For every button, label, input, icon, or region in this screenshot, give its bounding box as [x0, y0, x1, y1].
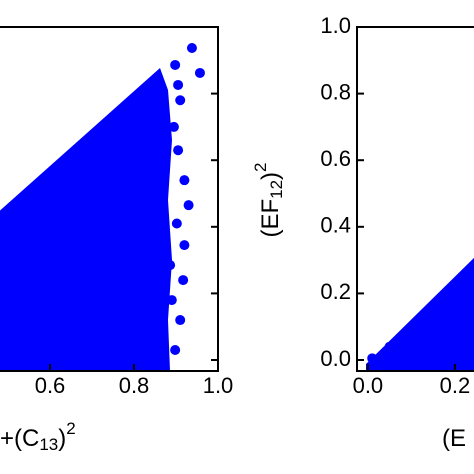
point — [170, 345, 181, 356]
point — [194, 67, 205, 78]
point — [384, 341, 395, 352]
dense-points — [366, 257, 474, 371]
y-tick-label: 0.8 — [320, 79, 351, 104]
point — [428, 315, 439, 326]
plot-frame — [0, 26, 219, 372]
point — [165, 260, 176, 271]
point — [168, 121, 179, 132]
x-label-part: ) — [58, 425, 66, 452]
x-label-sub: 13 — [39, 435, 58, 454]
x-tick-label: 0.8 — [119, 373, 150, 398]
y-tick-label: 0.0 — [320, 346, 351, 371]
point — [367, 353, 378, 364]
x-tick-label: 1.0 — [203, 373, 234, 398]
point — [175, 315, 186, 326]
x-axis-label: (E — [442, 425, 466, 452]
point — [175, 95, 186, 106]
point — [170, 59, 181, 70]
y-tick-label: 0.4 — [320, 213, 351, 238]
point — [183, 200, 194, 211]
point — [178, 275, 189, 286]
point — [467, 288, 474, 299]
y-label-part: ) — [257, 172, 284, 180]
point — [186, 42, 197, 53]
y-label-part: (EF — [257, 199, 284, 238]
y-label-sub: 12 — [267, 180, 286, 199]
x-label-part: (E — [442, 425, 466, 452]
y-axis-label: (EF12)2 — [251, 162, 286, 237]
x-tick-label: 0.6 — [35, 373, 66, 398]
plot-frame — [356, 26, 474, 372]
x-tick-label: 0.2 — [440, 373, 471, 398]
x-label-part: +(C — [0, 425, 39, 452]
point — [449, 301, 460, 312]
point — [179, 175, 190, 186]
left-panel: 0.6 0.8 1.0 — [0, 26, 234, 398]
point — [173, 79, 184, 90]
x-tick-label: 0.0 — [353, 373, 384, 398]
y-tick-label: 1.0 — [320, 13, 351, 38]
point — [166, 295, 177, 306]
x-label-sup: 2 — [66, 419, 75, 438]
point — [171, 218, 182, 229]
point — [406, 328, 417, 339]
y-tick-label: 0.6 — [320, 146, 351, 171]
point — [173, 145, 184, 156]
dense-points — [0, 68, 172, 371]
point — [179, 240, 190, 251]
y-label-sup: 2 — [251, 162, 270, 171]
right-panel: 0.0 0.2 0.4 0.6 0.8 1.0 0.0 0.2 — [320, 13, 474, 398]
y-tick-label: 0.2 — [320, 279, 351, 304]
x-axis-label: +(C13)2 — [0, 419, 76, 454]
